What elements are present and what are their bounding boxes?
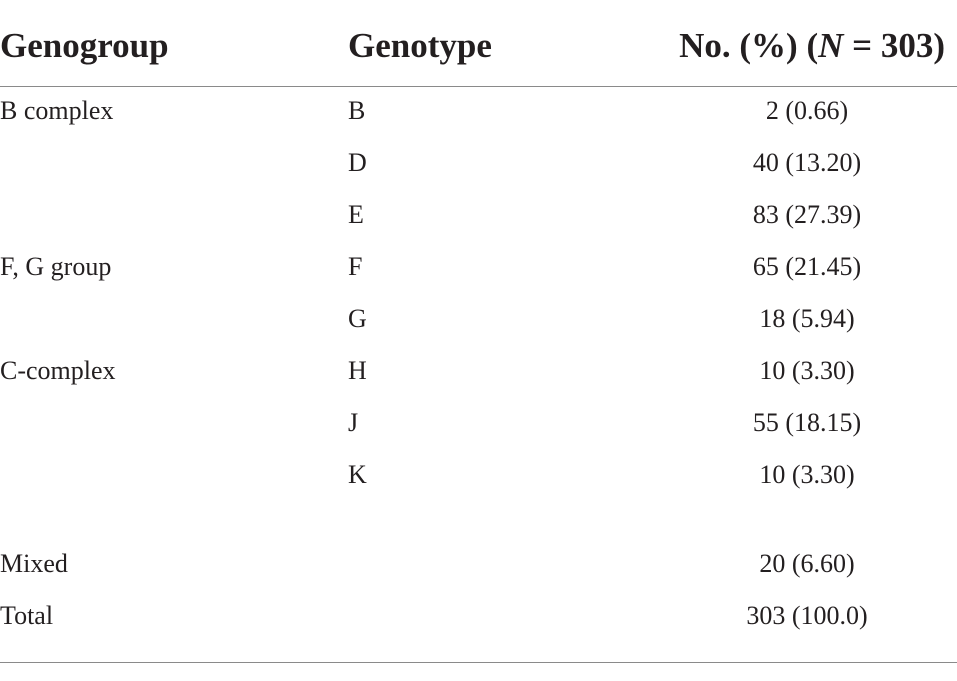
- row-6-count: 55 (18.15): [752, 408, 862, 437]
- row-4-count: 18 (5.94): [759, 304, 855, 333]
- header-genotype: Genotype: [348, 26, 492, 65]
- header-count-suffix: = 303): [843, 26, 945, 65]
- header-count-prefix: No. (%) (: [679, 26, 819, 65]
- row-7-count: 10 (3.30): [759, 460, 855, 489]
- row-8-count: 20 (6.60): [759, 549, 855, 578]
- row-8-genogroup: Mixed: [0, 549, 68, 578]
- row-1-genotype: D: [348, 148, 367, 177]
- row-4-genotype: G: [348, 304, 367, 333]
- table-bottom-rule: [0, 662, 957, 663]
- row-3-count: 65 (21.45): [752, 252, 862, 281]
- row-5-genogroup: C-complex: [0, 356, 116, 385]
- row-9-genogroup: Total: [0, 601, 54, 630]
- row-9-count: 303 (100.0): [746, 601, 868, 630]
- table-top-rule: [0, 86, 957, 87]
- row-3-genotype: F: [348, 252, 363, 281]
- row-2-genotype: E: [348, 200, 364, 229]
- row-1-count: 40 (13.20): [752, 148, 862, 177]
- header-count-italic: N: [818, 26, 844, 65]
- row-7-genotype: K: [348, 460, 367, 489]
- row-0-genogroup: B complex: [0, 96, 114, 125]
- row-0-genotype: B: [348, 96, 366, 125]
- row-5-count: 10 (3.30): [759, 356, 855, 385]
- row-0-count: 2 (0.66): [765, 96, 849, 125]
- row-5-genotype: H: [348, 356, 367, 385]
- row-3-genogroup: F, G group: [0, 252, 112, 281]
- header-count: No. (%) (N = 303): [679, 24, 945, 68]
- row-6-genotype: J: [348, 408, 359, 437]
- row-2-count: 83 (27.39): [752, 200, 862, 229]
- header-genogroup: Genogroup: [0, 26, 169, 65]
